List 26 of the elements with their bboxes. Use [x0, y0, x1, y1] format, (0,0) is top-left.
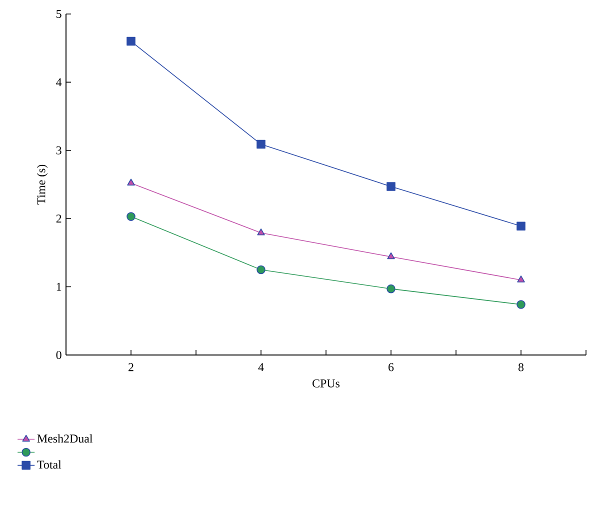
- x-tick-label: 4: [258, 363, 264, 372]
- point: [256, 265, 266, 274]
- point: [387, 252, 395, 260]
- x-tick-label: 6: [388, 363, 394, 372]
- point: [257, 228, 265, 236]
- legend-label: Mesh2Dual: [37, 434, 93, 443]
- point: [516, 300, 526, 309]
- point: [386, 284, 396, 294]
- y-axis-title: Time (s): [36, 164, 48, 204]
- x-axis-title: CPUs: [312, 379, 340, 388]
- point: [517, 276, 525, 282]
- x-tick-label: 8: [518, 363, 524, 372]
- y-tick-label: 2: [56, 214, 62, 223]
- y-tick-label: 0: [56, 350, 62, 360]
- point: [126, 212, 136, 221]
- y-tick-label: 1: [56, 282, 62, 291]
- point: [386, 182, 396, 191]
- legend-label: Total: [37, 460, 62, 469]
- y-tick-label: 3: [56, 146, 62, 154]
- point: [256, 140, 266, 149]
- point: [126, 36, 136, 46]
- y-tick-label: 5: [56, 10, 62, 18]
- point: [127, 178, 135, 186]
- x-tick-label: 2: [128, 363, 134, 372]
- point: [516, 222, 526, 230]
- y-tick-label: 4: [56, 78, 62, 86]
